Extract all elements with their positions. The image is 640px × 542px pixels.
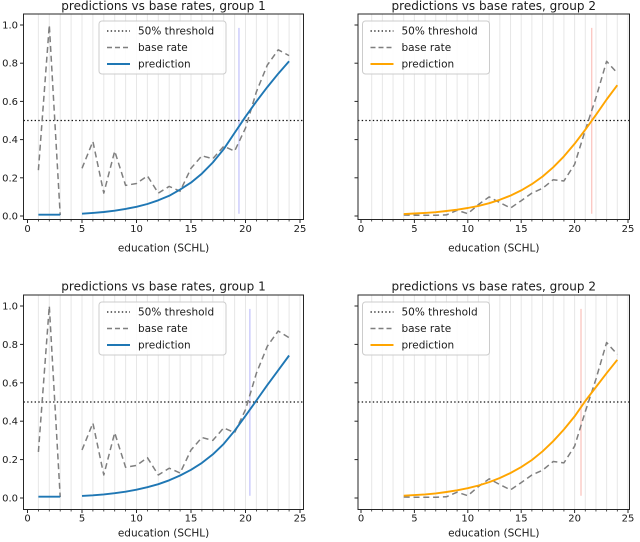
subplot-title: predictions vs base rates, group 2: [392, 280, 596, 294]
x-tick-label: 0: [358, 514, 364, 525]
x-tick-label: 10: [130, 224, 143, 235]
legend-box: [362, 301, 490, 356]
y-tick-label: 0.6: [2, 378, 18, 389]
legend-label: base rate: [138, 42, 188, 54]
legend-label: 50% threshold: [138, 26, 214, 38]
x-tick-label: 15: [515, 224, 528, 235]
x-tick-label: 5: [79, 514, 85, 525]
legend-label: base rate: [402, 323, 452, 335]
y-tick-label: 0.4: [2, 417, 18, 428]
x-tick-label: 0: [24, 224, 30, 235]
x-axis-label: education (SCHL): [118, 528, 209, 540]
x-tick-label: 25: [294, 224, 307, 235]
legend-box: [98, 20, 227, 75]
x-tick-label: 15: [515, 514, 528, 525]
x-tick-label: 20: [239, 514, 252, 525]
legend-label: prediction: [402, 59, 455, 71]
x-tick-label: 20: [568, 514, 581, 525]
subplot-group2-bottom: 0 5 10 15 20 25 50% threshold base rate predicti…: [354, 280, 635, 540]
x-tick-label: 10: [461, 224, 474, 235]
series-prediction: [81, 354, 290, 497]
x-tick-label: 5: [411, 224, 417, 235]
legend-label: 50% threshold: [402, 307, 478, 319]
legend: 50% threshold base rate prediction: [362, 301, 490, 356]
axes-frame: [357, 294, 630, 510]
x-tick-label: 10: [461, 514, 474, 525]
legend: 50% threshold base rate prediction: [98, 301, 227, 356]
subplot-group2-top: 0 5 10 15 20 25 50% threshold base rate predicti…: [354, 0, 635, 255]
x-axis-label: education (SCHL): [448, 528, 539, 540]
y-tick-label: 0.8: [2, 59, 18, 70]
subplot-title: predictions vs base rates, group 2: [392, 0, 596, 13]
axes-frame: [357, 13, 630, 220]
subplot-group1-top: 0 5 10 15 20 25 0.0 0.2 0.4 0.6 0.8 1.0 50% threshol…: [2, 0, 306, 255]
subplot-title: predictions vs base rates, group 1: [61, 280, 265, 294]
x-axis-label: education (SCHL): [118, 243, 209, 255]
x-tick-label: 0: [24, 514, 30, 525]
series-base-rate: [81, 49, 290, 194]
subplot-group1-bottom: 0 5 10 15 20 25 0.0 0.2 0.4 0.6 0.8 1.0 50% threshol…: [2, 280, 306, 540]
y-tick-label: 1.0: [2, 21, 18, 32]
axes-frame: [23, 294, 304, 510]
legend-label: prediction: [402, 340, 455, 352]
y-tick-label: 0.4: [2, 135, 18, 146]
legend-label: base rate: [138, 323, 188, 335]
series-prediction: [403, 84, 619, 216]
x-tick-label: 15: [185, 514, 198, 525]
axes-frame: [23, 13, 304, 220]
x-axis-label: education (SCHL): [448, 243, 539, 255]
x-tick-label: 20: [239, 224, 252, 235]
series-prediction: [403, 359, 619, 497]
x-tick-label: 10: [130, 514, 143, 525]
y-tick-label: 0.0: [2, 494, 18, 505]
legend-box: [98, 301, 227, 356]
legend-label: prediction: [138, 59, 191, 71]
x-tick-label: 5: [411, 514, 417, 525]
series-prediction: [81, 60, 290, 215]
y-tick-label: 0.6: [2, 97, 18, 108]
x-tick-label: 0: [358, 224, 364, 235]
x-tick-label: 25: [294, 514, 307, 525]
legend-box: [362, 20, 490, 75]
legend-label: prediction: [138, 340, 191, 352]
legend-label: base rate: [402, 42, 452, 54]
x-tick-label: 5: [79, 224, 85, 235]
legend: 50% threshold base rate prediction: [362, 20, 490, 75]
legend-label: 50% threshold: [402, 26, 478, 38]
y-tick-label: 1.0: [2, 302, 18, 313]
y-tick-label: 0.0: [2, 212, 18, 223]
x-tick-label: 25: [622, 514, 635, 525]
series-base-rate: [81, 330, 290, 476]
legend: 50% threshold base rate prediction: [98, 20, 227, 75]
x-tick-label: 25: [622, 224, 635, 235]
y-tick-label: 0.8: [2, 340, 18, 351]
y-tick-label: 0.2: [2, 173, 18, 184]
x-tick-label: 15: [185, 224, 198, 235]
legend-label: 50% threshold: [138, 307, 214, 319]
y-tick-label: 0.2: [2, 455, 18, 466]
subplot-title: predictions vs base rates, group 1: [61, 0, 265, 13]
x-tick-label: 20: [568, 224, 581, 235]
